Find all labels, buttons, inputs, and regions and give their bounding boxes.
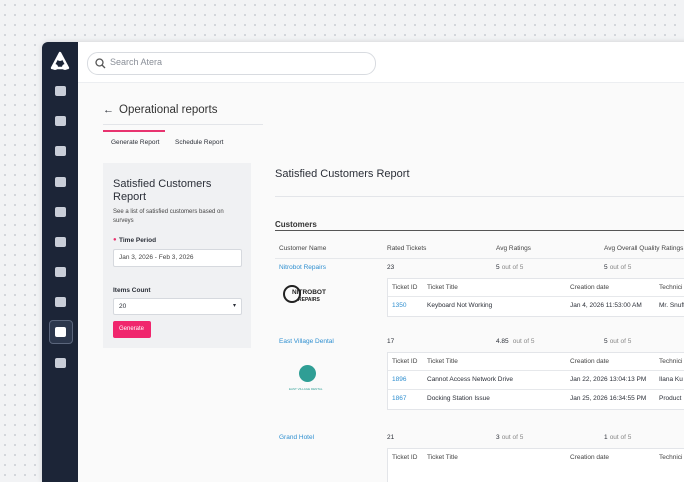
page-title: Operational reports <box>119 104 218 116</box>
nav-icon[interactable] <box>55 358 66 368</box>
nav-icon[interactable] <box>55 267 66 277</box>
row-line <box>388 296 684 297</box>
column-header: Customer Name <box>279 245 327 252</box>
ticket-technician: Ilana Ku <box>659 376 683 383</box>
rating-suffix: out of 5 <box>501 434 524 441</box>
ticket-column-header: Ticket ID <box>392 358 418 365</box>
rating-suffix: out of 5 <box>609 434 632 441</box>
form-panel: Satisfied Customers Report See a list of… <box>103 163 251 348</box>
logo-text: NITROBOT <box>292 289 326 296</box>
subtable-border <box>387 352 684 410</box>
rated-tickets: 17 <box>387 338 395 345</box>
required-dot: ● <box>113 237 117 243</box>
logo-text: REPAIRS <box>298 297 320 303</box>
ticket-title: Cannot Access Network Drive <box>427 376 513 383</box>
ticket-column-header: Technici <box>659 454 683 461</box>
nav-icon[interactable] <box>55 146 66 156</box>
ticket-column-header: Creation date <box>570 284 610 291</box>
rating-value: 5 <box>496 264 500 271</box>
rating-value: 5 <box>604 338 608 345</box>
rating-suffix: out of 5 <box>609 264 632 271</box>
subtable-border <box>387 278 684 317</box>
ticket-technician: Mr. Snuff <box>659 302 684 309</box>
tab-indicator <box>103 130 165 132</box>
rating-value: 5 <box>604 264 608 271</box>
divider <box>275 196 684 197</box>
tab[interactable]: Schedule Report <box>175 139 224 146</box>
rating-suffix: out of 5 <box>609 338 632 345</box>
logo-emblem <box>283 285 301 303</box>
field-label: Time Period <box>119 237 157 244</box>
form-description: See a list of satisfied customers based … <box>113 209 224 224</box>
customer-name[interactable]: Grand Hotel <box>279 434 315 441</box>
search-icon <box>95 58 106 69</box>
generate-button[interactable]: Generate <box>113 321 151 338</box>
divider <box>103 124 263 125</box>
search-box[interactable]: Search Atera <box>87 52 376 75</box>
app-window: Search Atera ← Operational reports Gener… <box>42 42 684 482</box>
ticket-id[interactable]: 1896 <box>392 376 407 383</box>
nav-icon[interactable] <box>55 297 66 307</box>
column-header: Rated Tickets <box>387 245 427 252</box>
form-title: Satisfied Customers Report <box>113 178 212 203</box>
ticket-column-header: Creation date <box>570 454 610 461</box>
ticket-column-header: Technici <box>659 358 683 365</box>
count-select[interactable]: 20 ▾ <box>113 298 242 315</box>
ticket-date: Jan 4, 2026 11:53:00 AM <box>570 302 642 309</box>
logo-text: EAST VILLAGE DENTAL <box>289 387 323 391</box>
content: ← Operational reports Generate Report Sc… <box>42 42 684 482</box>
row-line <box>388 389 684 390</box>
nav-icon[interactable] <box>55 327 66 337</box>
ticket-column-header: Ticket ID <box>392 454 418 461</box>
report-title: Satisfied Customers Report <box>275 168 410 180</box>
ticket-column-header: Ticket Title <box>427 358 458 365</box>
button-label: Generate <box>119 326 145 332</box>
sidebar <box>42 42 78 482</box>
logo-emblem <box>299 365 316 382</box>
ticket-id[interactable]: 1350 <box>392 302 407 309</box>
ticket-technician: Product <box>659 395 682 402</box>
row-line <box>388 370 684 371</box>
back-arrow[interactable]: ← <box>103 104 114 116</box>
nav-icon[interactable] <box>55 86 66 96</box>
column-header: Avg Overall Quality Ratings <box>604 245 684 252</box>
logo <box>50 51 70 70</box>
select-caret: ▾ <box>232 303 236 309</box>
rating-value: 3 <box>496 434 500 441</box>
ticket-column-header: Ticket Title <box>427 284 458 291</box>
section-title: Customers <box>275 220 317 229</box>
ticket-column-header: Creation date <box>570 358 610 365</box>
ticket-date: Jan 22, 2026 13:04:13 PM <box>570 376 647 383</box>
ticket-column-header: Ticket ID <box>392 284 418 291</box>
top-bar: Search Atera <box>78 42 684 83</box>
ticket-column-header: Technici <box>659 284 683 291</box>
rating-value: 4.85 <box>496 338 509 345</box>
ticket-title: Docking Station Issue <box>427 395 490 402</box>
rating-value: 1 <box>604 434 608 441</box>
date-value: Jan 3, 2026 - Feb 3, 2026 <box>119 254 194 261</box>
nav-icon[interactable] <box>55 207 66 217</box>
tab[interactable]: Generate Report <box>111 139 160 146</box>
rated-tickets: 21 <box>387 434 395 441</box>
row-line <box>275 258 684 259</box>
date-input[interactable]: Jan 3, 2026 - Feb 3, 2026 <box>113 249 242 267</box>
customer-name[interactable]: Nitrobot Repairs <box>279 264 326 271</box>
nav-icon[interactable] <box>55 177 66 187</box>
nav-icon[interactable] <box>55 116 66 126</box>
rated-tickets: 23 <box>387 264 395 271</box>
customer-name[interactable]: East Village Dental <box>279 338 334 345</box>
section-rule <box>275 230 684 231</box>
rating-suffix: out of 5 <box>512 338 535 345</box>
count-value: 20 <box>119 303 127 310</box>
rating-suffix: out of 5 <box>501 264 524 271</box>
field-label: Items Count <box>113 287 151 294</box>
ticket-date: Jan 25, 2026 16:34:55 PM <box>570 395 647 402</box>
search-placeholder: Search Atera <box>110 57 163 67</box>
ticket-id[interactable]: 1867 <box>392 395 407 402</box>
column-header: Avg Ratings <box>496 245 531 252</box>
nav-icon[interactable] <box>55 237 66 247</box>
ticket-column-header: Ticket Title <box>427 454 458 461</box>
ticket-title: Keyboard Not Working <box>427 302 493 309</box>
